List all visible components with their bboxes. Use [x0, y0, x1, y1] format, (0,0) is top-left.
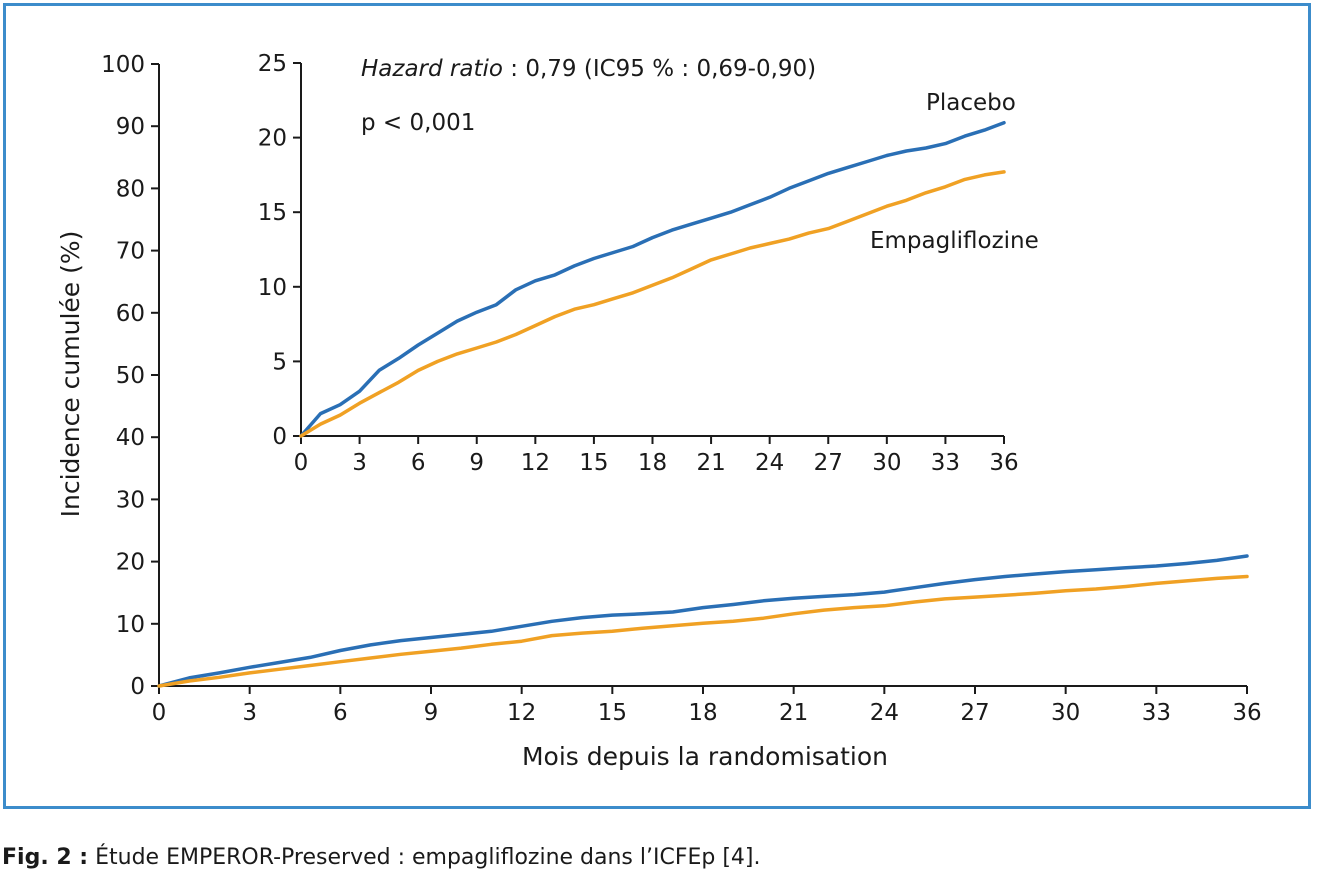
main-y-tick-label: 70 — [116, 239, 145, 265]
inset-x-tick-label: 21 — [696, 450, 725, 476]
inset-x-tick-label: 12 — [521, 450, 550, 476]
inset-y-tick-label: 15 — [258, 200, 287, 226]
main-x-tick-label: 15 — [598, 700, 627, 726]
legend-placebo: Placebo — [926, 90, 1016, 116]
main-x-tick-label: 21 — [779, 700, 808, 726]
main-series-empagliflozine — [157, 574, 1249, 688]
main-y-tick-label: 10 — [116, 612, 145, 638]
inset-series-placebo — [299, 120, 1006, 438]
inset-x-tick-label: 18 — [638, 450, 667, 476]
main-y-tick-label: 80 — [116, 176, 145, 202]
hazard-ratio-annotation: Hazard ratio : 0,79 (IC95 % : 0,69-0,90) — [361, 56, 816, 82]
inset-x-tick-label: 9 — [469, 450, 484, 476]
main-x-tick-label: 6 — [333, 700, 348, 726]
hazard-ratio-italic: Hazard ratio — [361, 56, 503, 82]
inset-x-tick-label: 6 — [411, 450, 426, 476]
main-y-tick-label: 90 — [116, 114, 145, 140]
inset-x-tick-label: 36 — [989, 450, 1018, 476]
main-y-tick-label: 0 — [130, 674, 145, 700]
inset-x-tick-label: 0 — [294, 450, 309, 476]
inset-x-tick-label: 24 — [755, 450, 784, 476]
main-x-tick-label: 27 — [960, 700, 989, 726]
inset-x-tick-label: 30 — [872, 450, 901, 476]
p-value-annotation: p < 0,001 — [361, 110, 475, 136]
main-x-tick-label: 24 — [870, 700, 899, 726]
inset-y-tick-label: 25 — [258, 51, 287, 77]
inset-x-tick-label: 33 — [931, 450, 960, 476]
main-x-tick-label: 30 — [1051, 700, 1080, 726]
inset-x-tick-label: 3 — [352, 450, 367, 476]
main-y-tick-label: 20 — [116, 550, 145, 576]
inset-series-empagliflozine — [299, 170, 1006, 438]
main-x-tick-label: 18 — [688, 700, 717, 726]
main-x-tick-label: 3 — [242, 700, 257, 726]
main-y-tick-label: 30 — [116, 487, 145, 513]
main-x-tick-label: 0 — [152, 700, 167, 726]
main-y-tick-label: 100 — [101, 52, 145, 78]
main-series-placebo — [157, 554, 1249, 688]
x-axis-title: Mois depuis la randomisation — [522, 742, 888, 771]
inset-x-tick-label: 27 — [814, 450, 843, 476]
inset-x-tick-label: 15 — [579, 450, 608, 476]
inset-y-tick-label: 10 — [258, 275, 287, 301]
main-y-tick-label: 40 — [116, 425, 145, 451]
caption-prefix: Fig. 2 : — [2, 845, 89, 870]
main-x-tick-label: 9 — [424, 700, 439, 726]
main-x-tick-label: 36 — [1232, 700, 1261, 726]
main-y-tick-label: 50 — [116, 363, 145, 389]
main-x-tick-label: 33 — [1142, 700, 1171, 726]
hazard-ratio-value: : 0,79 (IC95 % : 0,69-0,90) — [503, 56, 816, 82]
figure-frame — [3, 3, 1311, 809]
main-y-tick-label: 60 — [116, 301, 145, 327]
inset-y-tick-label: 0 — [272, 424, 287, 450]
y-axis-title: Incidence cumulée (%) — [56, 231, 85, 518]
caption-text: Étude EMPEROR-Preserved : empagliflozine… — [88, 845, 761, 870]
inset-y-tick-label: 5 — [272, 349, 287, 375]
main-x-tick-label: 12 — [507, 700, 536, 726]
legend-empagliflozine: Empagliflozine — [870, 228, 1039, 254]
inset-y-tick-label: 20 — [258, 126, 287, 152]
figure-caption: Fig. 2 : Étude EMPEROR-Preserved : empag… — [2, 845, 761, 870]
